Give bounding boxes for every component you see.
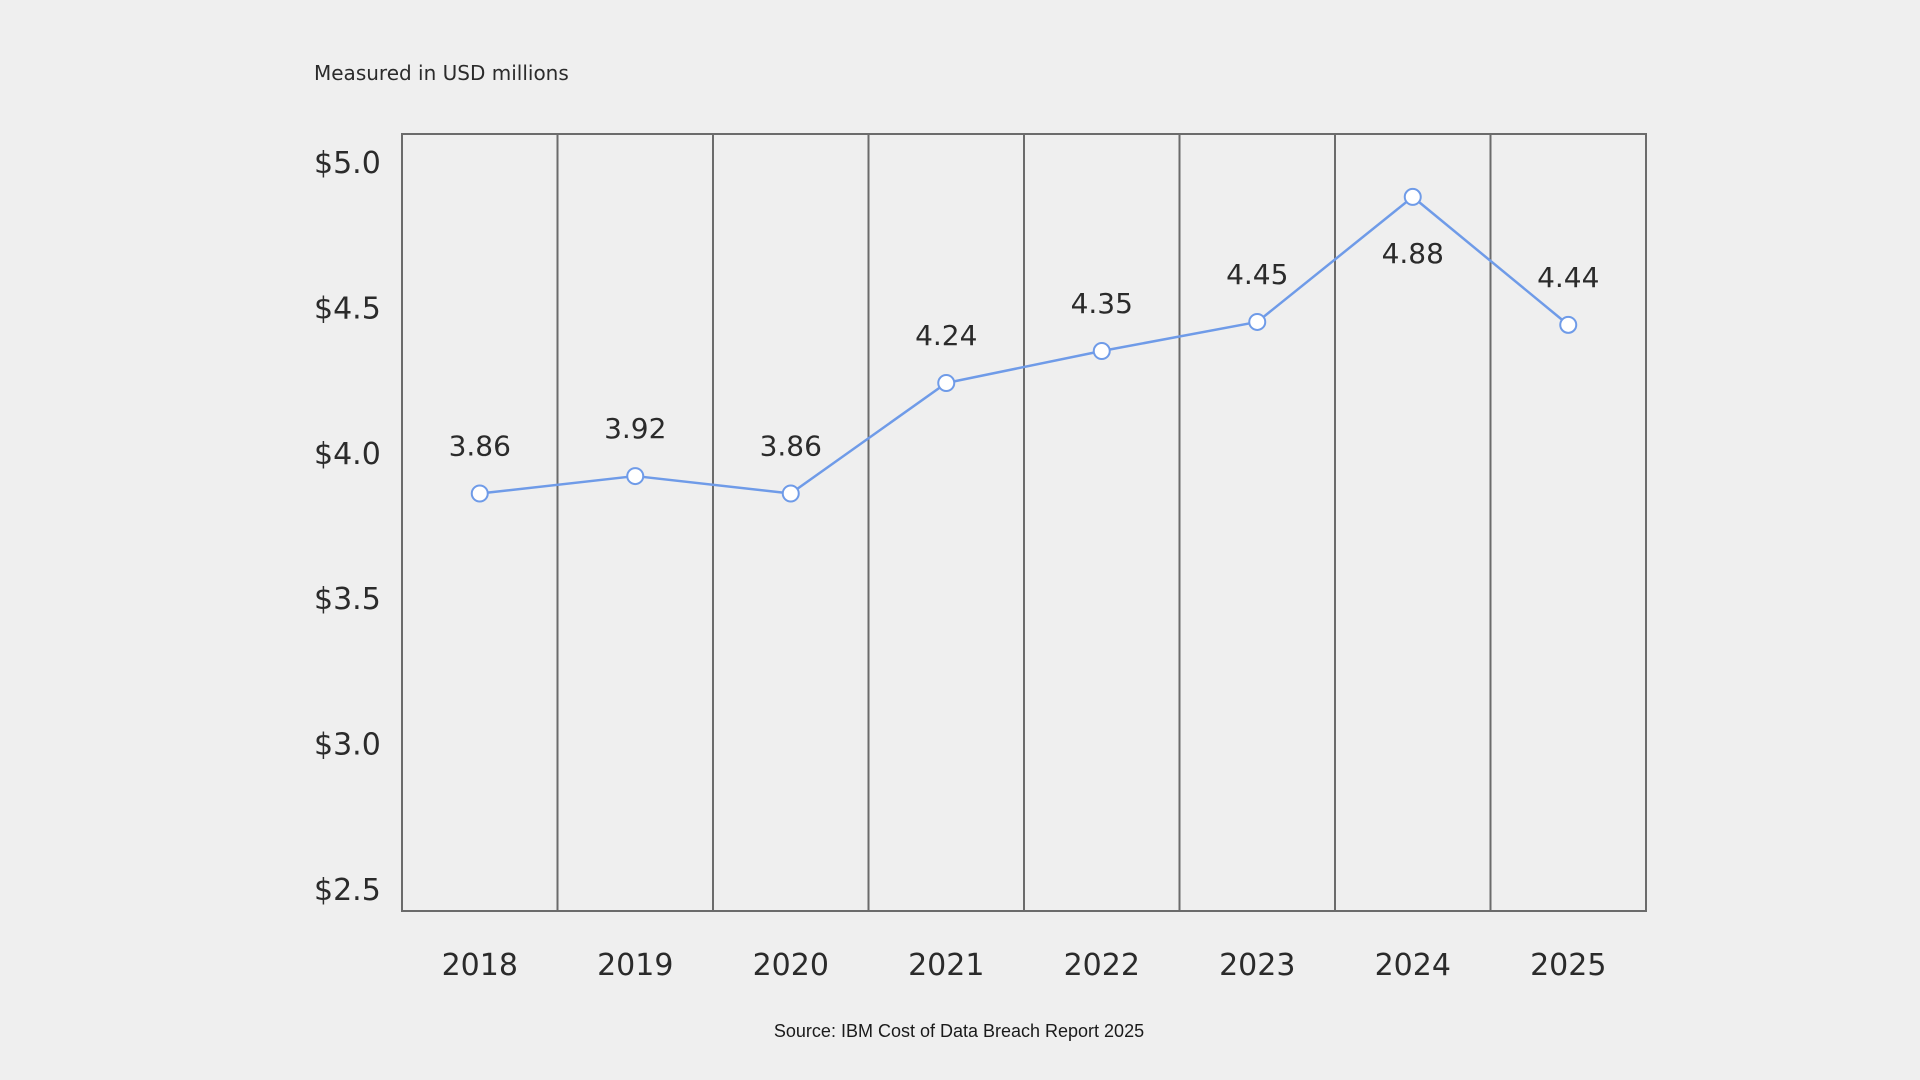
series-line (479, 195, 1570, 495)
data-point (937, 374, 956, 393)
data-label: 3.86 (760, 430, 822, 463)
data-point (1092, 342, 1111, 361)
data-label: 4.45 (1226, 258, 1288, 291)
data-point (1248, 312, 1267, 331)
data-point (1403, 187, 1422, 206)
x-tick-label: 2018 (442, 948, 518, 983)
data-point (470, 484, 489, 503)
y-axis-ticks: $5.0 $4.5 $4.0 $3.5 $3.0 $2.5 (314, 146, 381, 908)
x-tick-label: 2019 (597, 948, 673, 983)
y-tick-label: $3.0 (314, 728, 381, 763)
x-tick-label: 2025 (1530, 948, 1606, 983)
data-point (1559, 315, 1578, 334)
y-tick-label: $5.0 (314, 146, 381, 181)
series-layer (470, 187, 1578, 503)
data-label: 4.24 (915, 319, 977, 352)
x-tick-label: 2021 (908, 948, 984, 983)
data-label: 3.86 (449, 430, 511, 463)
y-tick-label: $3.5 (314, 582, 381, 617)
source-note: Source: IBM Cost of Data Breach Report 2… (774, 1021, 1144, 1041)
y-tick-label: $2.5 (314, 873, 381, 908)
x-axis-ticks: 2018 2019 2020 2021 2022 2023 2024 2025 (442, 948, 1607, 983)
data-label: 4.35 (1071, 287, 1133, 320)
x-tick-label: 2020 (753, 948, 829, 983)
chart-subtitle: Measured in USD millions (314, 61, 569, 85)
data-point (626, 467, 645, 486)
data-label: 3.92 (604, 412, 666, 445)
plot-grid (401, 133, 1647, 912)
x-tick-label: 2024 (1375, 948, 1451, 983)
data-label: 4.44 (1537, 261, 1599, 294)
data-point (781, 484, 800, 503)
data-labels: 3.86 3.92 3.86 4.24 4.35 4.45 4.88 4.44 (449, 237, 1600, 463)
y-tick-label: $4.5 (314, 291, 381, 326)
x-tick-label: 2022 (1064, 948, 1140, 983)
x-tick-label: 2023 (1219, 948, 1295, 983)
data-label: 4.88 (1382, 237, 1444, 270)
y-tick-label: $4.0 (314, 437, 381, 472)
